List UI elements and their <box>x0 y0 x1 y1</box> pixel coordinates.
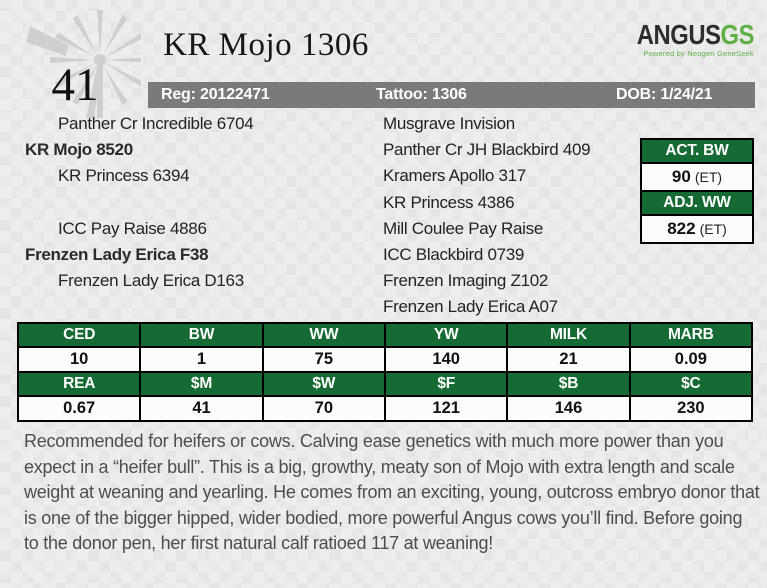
angus-gs-wordmark: ANGUSGS <box>636 19 755 50</box>
epd-header-cell: $B <box>508 373 629 395</box>
pedigree-sire-dam: KR Princess 6394 <box>58 166 190 185</box>
epd-header-cell: WW <box>263 324 384 346</box>
pedigree-sire: KR Mojo 8520 <box>25 140 133 159</box>
epd-table: CED BW WW YW MILK MARB 10 1 75 140 21 0.… <box>17 322 753 422</box>
pedigree-grandparent: Frenzen Lady Erica A07 <box>383 297 558 316</box>
act-bw-value: 90 <box>671 167 691 186</box>
act-bw-et-flag: (ET) <box>694 169 723 185</box>
epd-header-cell: $C <box>630 373 751 395</box>
page-title: KR Mojo 1306 <box>163 27 369 63</box>
epd-value-cell: 21 <box>508 348 629 371</box>
epd-header-cell: MILK <box>508 324 629 346</box>
epd-value-cell: 0.09 <box>630 348 751 371</box>
epd-value-cell: 0.67 <box>19 397 140 420</box>
epd-value-cell: 146 <box>508 397 629 420</box>
weights-box: ACT. BW 90 (ET) ADJ. WW 822 (ET) <box>640 138 754 244</box>
epd-header-cell: $W <box>263 373 384 395</box>
lot-number: 41 <box>51 59 99 111</box>
pedigree-sire-sire: Panther Cr Incredible 6704 <box>58 114 254 133</box>
epd-header-cell: $F <box>386 373 507 395</box>
angus-gs-logo: ANGUSGS Powered by Neogen GeneSeek <box>616 19 755 58</box>
epd-header-cell: CED <box>19 324 140 346</box>
epd-value-cell: 140 <box>386 348 507 371</box>
windmill-icon <box>26 10 141 118</box>
adj-ww-et-flag: (ET) <box>699 221 727 237</box>
pedigree-grandparent: ICC Blackbird 0739 <box>383 245 525 264</box>
epd-header-cell: $M <box>141 373 262 395</box>
epd-header-cell: BW <box>141 324 262 346</box>
logo-tagline: Powered by Neogen GeneSeek <box>643 49 754 58</box>
adj-ww-value: 822 <box>667 219 696 238</box>
epd-value-cell: 75 <box>263 348 384 371</box>
pedigree-dam: Frenzen Lady Erica F38 <box>25 245 209 264</box>
epd-value-cell: 70 <box>263 397 384 420</box>
epd-value-cell: 1 <box>141 348 262 371</box>
adj-ww-value-cell: 822 (ET) <box>642 216 752 242</box>
epd-header-cell: MARB <box>630 324 751 346</box>
info-bar: Reg: 20122471 Tattoo: 1306 DOB: 1/24/21 <box>148 82 755 108</box>
pedigree-dam-dam: Frenzen Lady Erica D163 <box>58 271 244 290</box>
pedigree-grandparent: Panther Cr JH Blackbird 409 <box>383 140 591 159</box>
epd-value-cell: 121 <box>386 397 507 420</box>
adj-ww-header: ADJ. WW <box>642 192 752 214</box>
act-bw-value-cell: 90 (ET) <box>642 164 752 190</box>
epd-header-cell: YW <box>386 324 507 346</box>
registration-number: Reg: 20122471 <box>161 86 270 103</box>
epd-value-cell: 41 <box>141 397 262 420</box>
epd-header-cell: REA <box>19 373 140 395</box>
pedigree-grandparent: Musgrave Invision <box>383 114 515 133</box>
epd-value-cell: 10 <box>19 348 140 371</box>
pedigree-grandparent: Frenzen Imaging Z102 <box>383 271 549 290</box>
lot-description: Recommended for heifers or cows. Calving… <box>24 431 760 553</box>
pedigree-grandparent: Kramers Apollo 317 <box>383 166 526 185</box>
pedigree-grandparent: Mill Coulee Pay Raise <box>383 219 543 238</box>
act-bw-header: ACT. BW <box>642 140 752 162</box>
epd-value-cell: 230 <box>630 397 751 420</box>
date-of-birth: DOB: 1/24/21 <box>616 86 713 103</box>
pedigree-dam-sire: ICC Pay Raise 4886 <box>58 219 207 238</box>
tattoo-number: Tattoo: 1306 <box>376 86 467 103</box>
angus-text: ANGUS <box>636 19 721 50</box>
pedigree-grandparent: KR Princess 4386 <box>383 193 515 212</box>
gs-text: GS <box>720 19 754 50</box>
